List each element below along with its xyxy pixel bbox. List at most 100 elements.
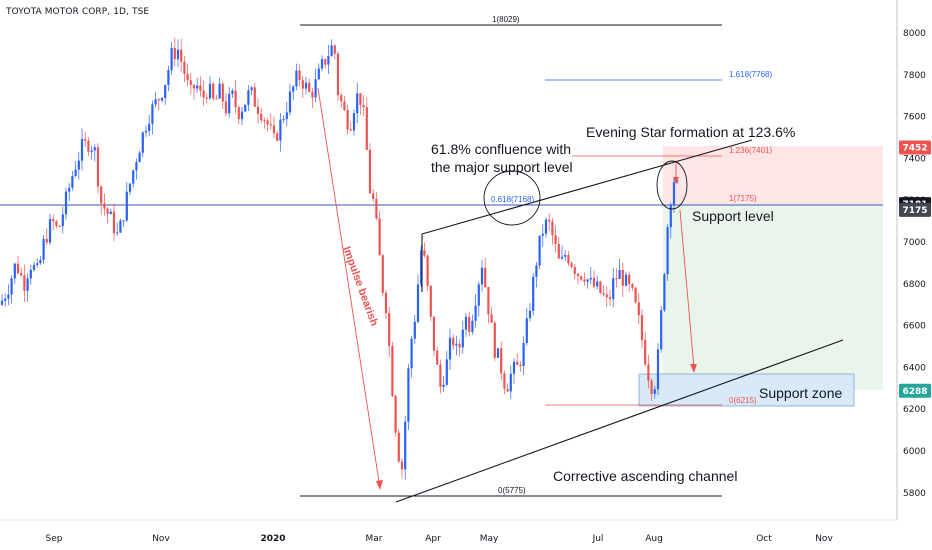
candle-body[interactable] (218, 83, 221, 99)
candle-body[interactable] (554, 235, 557, 244)
candle-body[interactable] (330, 45, 333, 57)
candle-body[interactable] (653, 389, 656, 394)
candle-body[interactable] (676, 180, 679, 182)
candle-body[interactable] (634, 287, 637, 303)
candle-body[interactable] (356, 93, 359, 114)
price-axis[interactable]: 5800600062006400660068007000720074007600… (903, 29, 926, 499)
candle-body[interactable] (576, 274, 580, 277)
candle-body[interactable] (52, 219, 55, 222)
candle-body[interactable] (589, 277, 592, 280)
candle-body[interactable] (7, 294, 10, 299)
candle-body[interactable] (506, 388, 509, 392)
candle-body[interactable] (160, 97, 164, 101)
candle-body[interactable] (298, 70, 301, 81)
candle-body[interactable] (397, 432, 400, 462)
candle-body[interactable] (141, 132, 144, 153)
candle-body[interactable] (74, 169, 77, 177)
candle-body[interactable] (77, 160, 80, 170)
candle-body[interactable] (432, 316, 436, 351)
candle-body[interactable] (618, 269, 621, 280)
candle-body[interactable] (596, 281, 599, 287)
candle-body[interactable] (644, 340, 647, 365)
candle-body[interactable] (45, 238, 48, 243)
candle-body[interactable] (522, 343, 525, 366)
candle-body[interactable] (365, 107, 368, 150)
candle-body[interactable] (122, 220, 125, 222)
candle-body[interactable] (615, 278, 618, 280)
candle-body[interactable] (359, 93, 362, 106)
candle-body[interactable] (605, 294, 608, 298)
candle-body[interactable] (368, 149, 372, 194)
candle-body[interactable] (548, 219, 551, 222)
candle-body[interactable] (208, 83, 212, 99)
candle-body[interactable] (276, 133, 279, 141)
candle-body[interactable] (647, 364, 650, 381)
candle-body[interactable] (266, 120, 269, 125)
candle-body[interactable] (474, 305, 477, 321)
candle-body[interactable] (90, 150, 93, 152)
candle-body[interactable] (484, 267, 487, 288)
candle-body[interactable] (532, 276, 535, 311)
take-profit-zone[interactable] (663, 204, 883, 390)
candle-body[interactable] (599, 281, 602, 293)
candle-body[interactable] (186, 73, 189, 81)
candle-body[interactable] (557, 243, 560, 259)
candle-body[interactable] (525, 318, 528, 344)
candle-body[interactable] (84, 139, 87, 141)
candle-body[interactable] (471, 320, 474, 332)
candle-body[interactable] (4, 298, 7, 301)
candle-body[interactable] (410, 338, 413, 369)
candle-body[interactable] (340, 95, 343, 102)
candle-body[interactable] (314, 79, 317, 98)
candle-body[interactable] (279, 119, 282, 141)
candle-body[interactable] (570, 263, 573, 268)
candle-body[interactable] (228, 93, 231, 114)
channel-upper-line[interactable] (421, 139, 753, 235)
candle-body[interactable] (621, 269, 624, 286)
candle-body[interactable] (583, 279, 586, 282)
candle-body[interactable] (650, 380, 653, 394)
candle-body[interactable] (23, 275, 26, 291)
candle-body[interactable] (148, 123, 151, 131)
candle-body[interactable] (196, 85, 199, 89)
candle-body[interactable] (637, 302, 640, 316)
candle-body[interactable] (308, 82, 311, 92)
candle-body[interactable] (96, 147, 100, 187)
candle-body[interactable] (135, 162, 138, 171)
candle-body[interactable] (669, 205, 672, 228)
candlestick-series[interactable] (0, 37, 679, 480)
candle-body[interactable] (311, 91, 314, 98)
candle-body[interactable] (672, 181, 676, 206)
candle-body[interactable] (16, 263, 20, 274)
candle-body[interactable] (612, 278, 615, 300)
candle-body[interactable] (448, 337, 452, 360)
candle-body[interactable] (429, 285, 432, 317)
candle-body[interactable] (119, 220, 122, 233)
candle-body[interactable] (592, 277, 596, 287)
stop-loss-zone[interactable] (663, 146, 883, 204)
candle-body[interactable] (199, 85, 202, 91)
candle-body[interactable] (388, 313, 391, 346)
candle-body[interactable] (250, 87, 253, 91)
candle-body[interactable] (519, 364, 522, 366)
candle-body[interactable] (541, 233, 544, 236)
candle-body[interactable] (269, 124, 272, 126)
candle-body[interactable] (237, 107, 240, 120)
candle-body[interactable] (487, 287, 490, 315)
candle-body[interactable] (404, 421, 407, 470)
candle-body[interactable] (336, 53, 340, 96)
impulse-arrow[interactable] (317, 87, 381, 489)
candle-body[interactable] (128, 183, 132, 192)
candle-body[interactable] (55, 221, 58, 226)
candle-body[interactable] (260, 113, 263, 121)
candle-body[interactable] (13, 263, 16, 279)
candle-body[interactable] (0, 300, 4, 305)
candle-body[interactable] (503, 373, 506, 389)
candle-body[interactable] (608, 297, 612, 300)
candle-body[interactable] (512, 361, 516, 374)
candle-body[interactable] (87, 140, 90, 152)
candle-body[interactable] (317, 68, 320, 80)
candle-body[interactable] (282, 119, 285, 121)
candle-body[interactable] (240, 111, 244, 120)
